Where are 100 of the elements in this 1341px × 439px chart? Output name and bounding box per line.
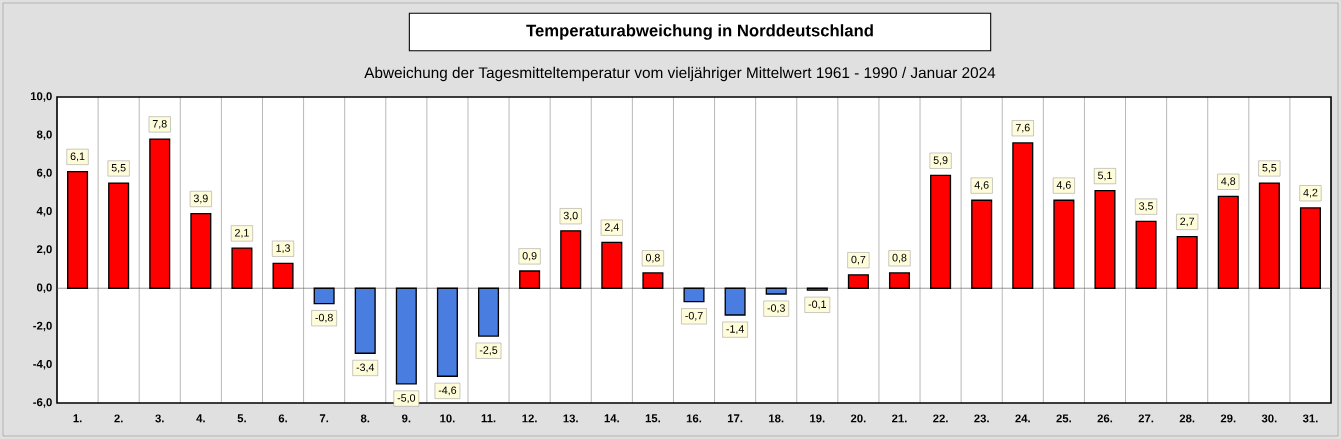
bar [847, 274, 869, 289]
x-tick-label: 17. [727, 414, 743, 423]
bar [108, 182, 130, 289]
x-tick-label: 29. [1220, 414, 1236, 423]
bar [313, 287, 335, 305]
y-tick-label: 6,0 [36, 168, 52, 179]
y-tick-label: -6,0 [33, 398, 52, 408]
bar [683, 287, 705, 303]
data-label: 4,6 [1056, 181, 1071, 190]
y-tick-label: -4,0 [33, 359, 52, 370]
bar [477, 287, 500, 337]
x-tick-label: 4. [196, 414, 205, 423]
data-label: 7,8 [152, 120, 167, 129]
x-tick-label: 6. [278, 414, 287, 423]
bar [436, 287, 458, 377]
bar [601, 241, 623, 289]
x-tick-label: 14. [604, 414, 619, 423]
x-tick-label: 23. [974, 414, 989, 423]
x-tick-label: 20. [850, 414, 866, 423]
data-label: 3,5 [1139, 202, 1154, 212]
bar [231, 247, 253, 289]
x-tick-label: 5. [237, 414, 246, 423]
x-tick-label: 26. [1097, 414, 1113, 423]
data-label: 1,3 [276, 244, 290, 254]
data-label: 7,6 [1015, 123, 1030, 133]
x-tick-label: 27. [1138, 414, 1154, 423]
x-tick-label: 2. [114, 414, 123, 423]
bar [1012, 142, 1034, 289]
x-tick-label: 12. [522, 414, 537, 423]
bar [190, 212, 212, 289]
data-label: 5,5 [1262, 164, 1277, 173]
x-tick-label: 7. [319, 414, 329, 423]
data-label: 4,6 [974, 181, 989, 190]
bar [1217, 195, 1239, 289]
data-label: 2,1 [235, 229, 249, 238]
x-tick-label: 24. [1015, 414, 1030, 423]
data-label: 0,8 [892, 253, 907, 263]
x-tick-label: 16. [686, 414, 702, 423]
x-tick-label: 22. [933, 414, 948, 423]
data-label: 2,4 [604, 223, 619, 233]
data-label: 0,9 [522, 251, 537, 261]
bar [1094, 190, 1116, 289]
data-label: -0,3 [767, 304, 785, 314]
bar [1176, 235, 1198, 289]
data-label: 4,8 [1221, 177, 1236, 187]
data-label: -0,7 [685, 311, 703, 321]
data-label: -0,1 [808, 300, 826, 310]
bar [930, 174, 952, 289]
x-tick-label: 19. [810, 414, 825, 423]
chart-title: Temperaturabweichung in Norddeutschland [526, 24, 873, 40]
y-tick-label: -2,0 [33, 321, 52, 332]
data-label: -2,5 [479, 346, 498, 356]
data-label: 5,1 [1097, 171, 1112, 181]
bar [765, 287, 787, 295]
y-tick-label: 0,0 [36, 283, 52, 294]
x-tick-label: 1. [73, 414, 82, 423]
x-tick-label: 3. [155, 414, 164, 423]
data-label: -5,0 [397, 394, 416, 403]
bar [642, 272, 664, 289]
x-tick-label: 25. [1056, 414, 1071, 423]
bar [1299, 207, 1321, 289]
data-label: 5,5 [111, 164, 126, 173]
bar [888, 272, 911, 289]
bar [272, 262, 294, 289]
data-label: 2,7 [1180, 217, 1195, 227]
data-label: 4,2 [1303, 188, 1318, 198]
x-tick-label: 31. [1302, 414, 1318, 423]
data-label: 5,9 [933, 156, 948, 166]
x-tick-label: 11. [481, 414, 496, 423]
data-label: 3,0 [563, 211, 578, 221]
bar [149, 138, 171, 289]
data-label: 6,1 [70, 152, 85, 162]
data-label: 0,8 [645, 253, 660, 263]
y-tick-label: 2,0 [36, 245, 52, 255]
x-tick-label: 9. [402, 414, 411, 423]
bar [1135, 220, 1157, 289]
bar [724, 287, 746, 316]
x-tick-label: 15. [645, 414, 660, 423]
x-tick-label: 13. [563, 414, 578, 423]
chart-subtitle: Abweichung der Tagesmitteltemperatur vom vieljähriger Mittelwert 1961 - 1990 / Januar 2024 [364, 66, 996, 82]
x-tick-label: 8. [360, 414, 370, 423]
x-tick-label: 21. [892, 414, 907, 423]
bar [519, 270, 541, 289]
bar [971, 199, 993, 289]
bar [354, 287, 376, 354]
data-label: -3,4 [356, 363, 375, 373]
x-tick-label: 30. [1261, 414, 1277, 423]
data-label: -1,4 [726, 325, 744, 334]
data-label: 3,9 [193, 194, 208, 204]
x-tick-label: 18. [769, 414, 784, 423]
bar [395, 287, 417, 385]
data-label: 0,7 [851, 255, 866, 265]
y-tick-label: 8,0 [36, 130, 52, 141]
y-tick-label: 4,0 [36, 206, 52, 217]
x-tick-label: 28. [1179, 414, 1195, 423]
data-label: -0,8 [315, 313, 333, 323]
y-tick-label: 10,0 [30, 92, 52, 102]
data-label: -4,6 [438, 386, 457, 396]
bar [1053, 199, 1075, 289]
bar [67, 170, 89, 289]
